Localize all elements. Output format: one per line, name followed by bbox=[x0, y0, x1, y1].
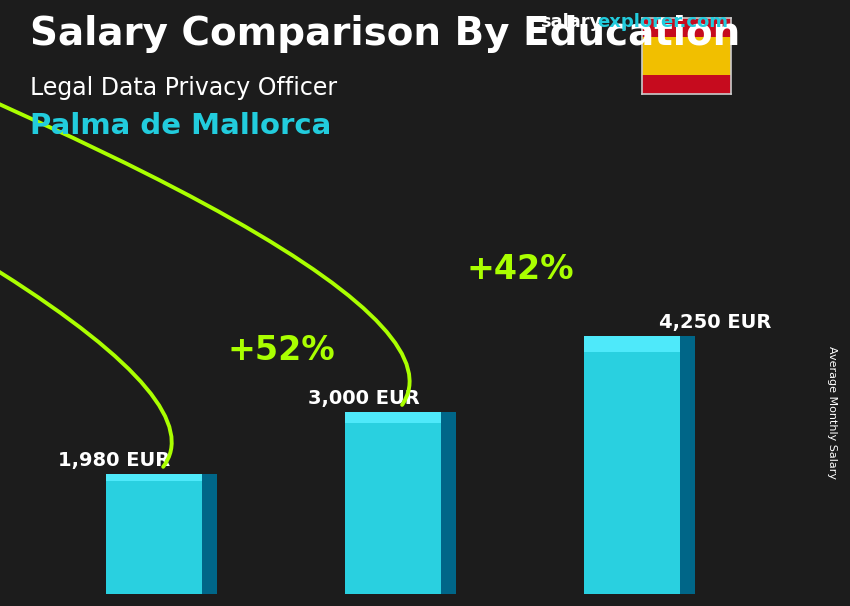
Bar bbox=[345, 412, 456, 594]
Text: Legal Data Privacy Officer: Legal Data Privacy Officer bbox=[30, 76, 337, 100]
Text: 1,980 EUR: 1,980 EUR bbox=[58, 451, 170, 470]
Bar bbox=[642, 37, 731, 75]
Text: 4,250 EUR: 4,250 EUR bbox=[659, 313, 771, 333]
Text: Palma de Mallorca: Palma de Mallorca bbox=[30, 112, 331, 140]
Text: salary: salary bbox=[540, 13, 601, 32]
FancyBboxPatch shape bbox=[680, 336, 695, 594]
Bar bbox=[584, 336, 695, 594]
Text: 3,000 EUR: 3,000 EUR bbox=[308, 389, 420, 408]
Text: Salary Comparison By Education: Salary Comparison By Education bbox=[30, 15, 740, 53]
Bar bbox=[345, 412, 456, 423]
Bar bbox=[105, 474, 218, 481]
Bar bbox=[105, 474, 218, 594]
FancyBboxPatch shape bbox=[201, 474, 218, 594]
Bar bbox=[584, 336, 695, 351]
Text: explorer.com: explorer.com bbox=[598, 13, 728, 32]
Text: Average Monthly Salary: Average Monthly Salary bbox=[827, 345, 837, 479]
Text: +52%: +52% bbox=[227, 335, 335, 367]
Text: +42%: +42% bbox=[467, 253, 574, 286]
FancyBboxPatch shape bbox=[440, 412, 456, 594]
